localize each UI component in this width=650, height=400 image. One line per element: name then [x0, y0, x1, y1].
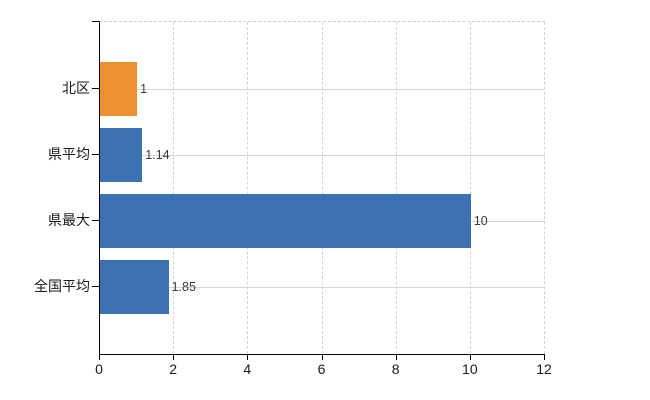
x-tick	[173, 354, 175, 360]
category-label-県最大: 県最大	[48, 212, 90, 228]
x-tick	[469, 354, 471, 360]
vertical-gridline	[395, 22, 397, 354]
plot-area: 1 1.14 10 1.85	[99, 21, 545, 355]
x-tick	[321, 354, 323, 360]
category-label-県平均: 県平均	[48, 146, 90, 162]
x-tick	[395, 354, 397, 360]
value-label: 1	[140, 82, 148, 96]
bar-県最大	[100, 194, 471, 248]
x-tick	[544, 354, 545, 360]
bar-北区	[100, 62, 138, 116]
category-label-北区: 北区	[62, 80, 90, 96]
axis-top-tick	[92, 21, 99, 22]
category-tick	[92, 220, 99, 221]
x-tick-label: 10	[462, 361, 478, 377]
x-tick-label: 4	[243, 361, 252, 377]
x-tick-label: 12	[536, 361, 552, 377]
category-tick	[92, 286, 99, 287]
category-label-全国平均: 全国平均	[34, 278, 90, 294]
value-label: 10	[473, 214, 488, 228]
bar-県平均	[100, 128, 143, 182]
value-label: 1.85	[171, 280, 196, 294]
bar-全国平均	[100, 260, 169, 314]
x-tick-label: 6	[317, 361, 326, 377]
x-tick-label: 2	[169, 361, 178, 377]
x-tick	[99, 354, 100, 360]
horizontal-gridline	[100, 287, 545, 288]
category-tick	[92, 88, 99, 89]
vertical-gridline	[321, 22, 323, 354]
vertical-gridline	[469, 22, 471, 354]
vertical-gridline	[173, 22, 175, 354]
x-tick-label: 8	[391, 361, 400, 377]
x-tick-label: 0	[95, 361, 103, 377]
category-tick	[92, 154, 99, 155]
value-label: 1.14	[145, 148, 170, 162]
horizontal-gridline	[100, 155, 545, 156]
vertical-gridline	[544, 22, 545, 354]
horizontal-gridline	[100, 89, 545, 90]
x-tick	[247, 354, 249, 360]
vertical-gridline	[247, 22, 249, 354]
